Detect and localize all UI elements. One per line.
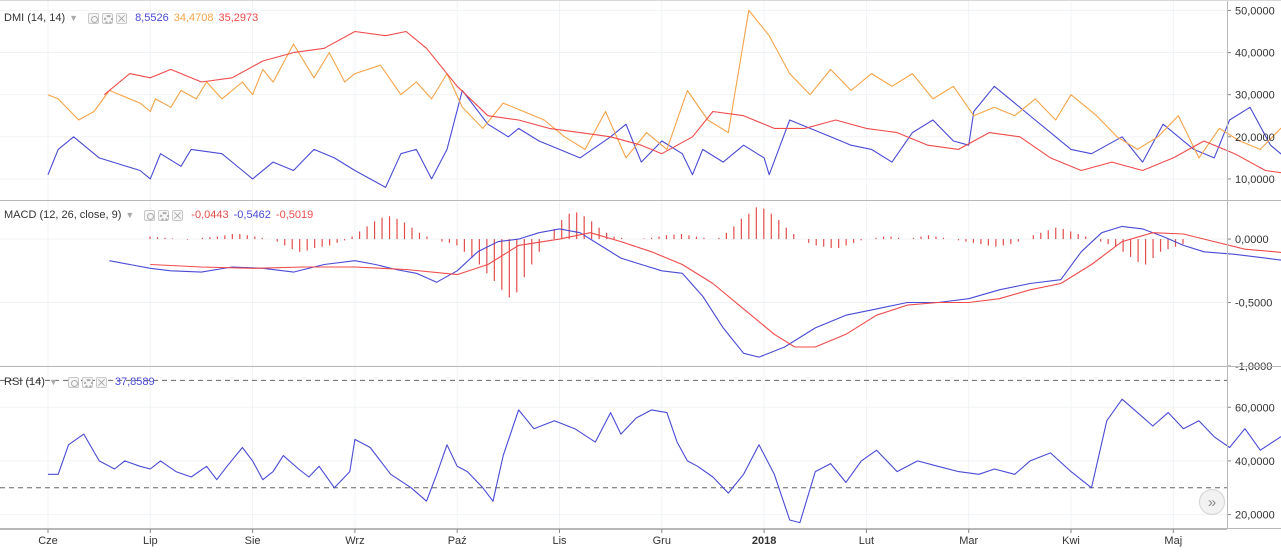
x-tick-label: Wrz <box>345 535 364 547</box>
macd-legend: MACD (12, 26, close, 9) ▼ -0,0443 -0,546… <box>4 207 313 223</box>
gear-icon[interactable] <box>102 12 114 24</box>
y-tick-label: -0,5000 <box>1235 298 1272 310</box>
dmi-panel <box>47 9 1281 188</box>
dmi-legend: DMI (14, 14) ▼ 8,5526 34,4708 35,2973 <box>4 10 258 26</box>
time-axis-background <box>0 529 1281 553</box>
y-tick-label: 40,0000 <box>1235 48 1275 60</box>
chevron-down-icon[interactable]: ▼ <box>48 377 58 387</box>
dmi-legend-title: DMI (14, 14) <box>4 12 66 24</box>
x-tick-label: Kwi <box>1062 535 1080 547</box>
y-tick-label: 0,0000 <box>1235 234 1269 246</box>
series-line <box>48 398 1281 524</box>
time-axis: Cze Lip Sie Wrz Paź Lis Gru 2018 Lut Mar Kwi Maj <box>0 529 1281 553</box>
rsi-value: 37,8589 <box>114 376 155 388</box>
macd-signal-value: -0,5019 <box>275 209 314 221</box>
series-line <box>47 9 1281 159</box>
close-icon[interactable] <box>172 209 184 221</box>
x-tick-label: Lip <box>143 535 158 547</box>
x-tick-label: Maj <box>1164 535 1182 547</box>
x-tick-label: Lut <box>859 535 874 547</box>
macd-line-value: -0,5462 <box>233 209 271 221</box>
x-tick-label: 2018 <box>752 535 776 547</box>
adx-value: 35,2973 <box>218 12 259 24</box>
rsi-legend: RSI (14) ▼ 37,8589 <box>4 374 155 390</box>
gear-icon[interactable] <box>81 376 93 388</box>
grid-layer <box>0 0 1227 529</box>
rsi-legend-title: RSI (14) <box>4 376 45 388</box>
y-tick-label: 50,0000 <box>1235 5 1275 17</box>
y-tick-label: 40,0000 <box>1235 456 1275 468</box>
chevron-down-icon[interactable]: ▼ <box>125 210 135 220</box>
close-icon[interactable] <box>95 376 107 388</box>
dmi-plus-value: 8,5526 <box>135 12 169 24</box>
gear-icon[interactable] <box>158 209 170 221</box>
dmi-minus-value: 34,4708 <box>173 12 214 24</box>
series-line <box>109 225 1281 358</box>
x-tick-label: Cze <box>38 535 58 547</box>
y-tick-label: 20,0000 <box>1235 132 1275 144</box>
scroll-forward-button[interactable]: » <box>1199 489 1225 515</box>
y-tick-label: 30,0000 <box>1235 90 1275 102</box>
rsi-panel <box>0 379 1281 524</box>
series-line <box>47 85 1281 188</box>
macd-panel <box>109 207 1281 358</box>
x-tick-label: Paź <box>448 535 467 547</box>
eye-icon[interactable] <box>67 376 79 388</box>
eye-icon[interactable] <box>88 12 100 24</box>
x-tick-label: Mar <box>959 535 978 547</box>
x-tick-label: Sie <box>245 535 261 547</box>
y-tick-label: 60,0000 <box>1235 402 1275 414</box>
x-tick-label: Lis <box>552 535 567 547</box>
series-line <box>150 232 1281 348</box>
x-tick-label: Gru <box>653 535 671 547</box>
y-tick-label: 20,0000 <box>1235 510 1275 522</box>
eye-icon[interactable] <box>144 209 156 221</box>
y-tick-label: 10,0000 <box>1235 174 1275 186</box>
close-icon[interactable] <box>116 12 128 24</box>
series-line <box>103 30 1281 174</box>
macd-legend-title: MACD (12, 26, close, 9) <box>4 209 122 221</box>
macd-histogram-value: -0,0443 <box>191 209 229 221</box>
chevron-down-icon[interactable]: ▼ <box>69 13 79 23</box>
